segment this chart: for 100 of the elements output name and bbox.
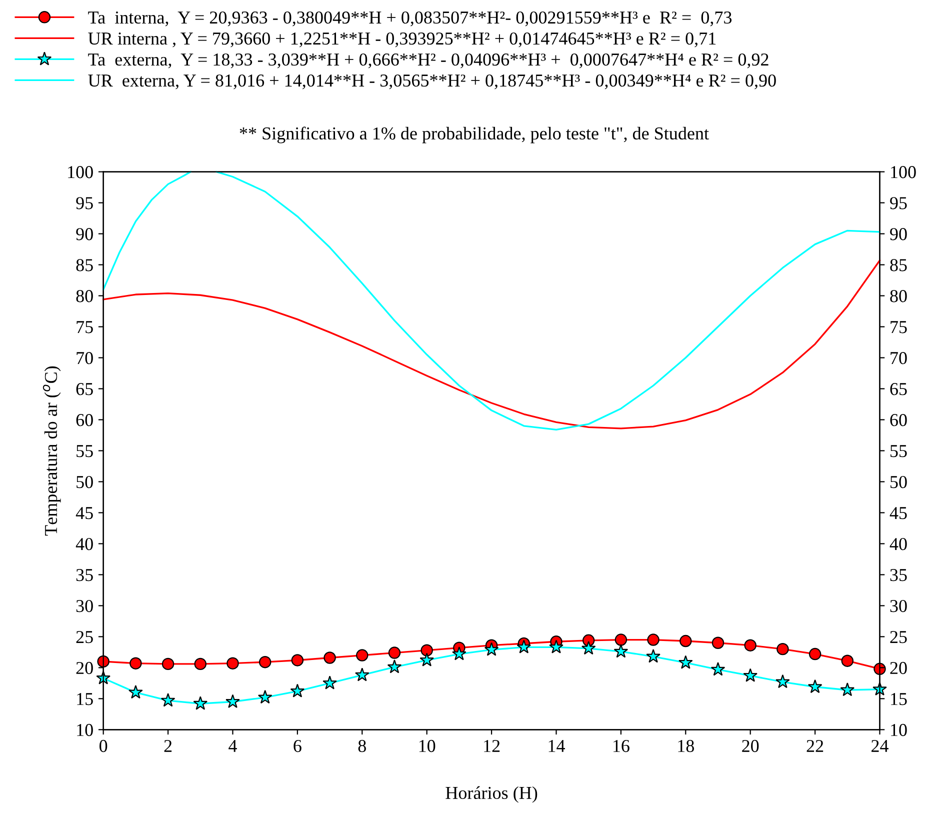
y-tick-label: 85	[76, 259, 93, 272]
point	[258, 656, 272, 668]
x-tick-label: 18	[678, 740, 694, 752]
point	[516, 640, 532, 654]
point	[420, 652, 434, 666]
point	[258, 690, 272, 704]
x-tick-label: 12	[484, 740, 500, 752]
point	[680, 634, 692, 648]
point	[322, 676, 337, 690]
y-tick-label: 75	[76, 321, 93, 334]
y-tick-label: 70	[76, 352, 93, 364]
y2-tick-label: 70	[890, 352, 907, 364]
legend-label: Ta interna, Y = 20,9363 - 0,380049**H + 0,083507**H²- 0,00291559**H³ e R² = 0,73	[88, 11, 732, 26]
point	[710, 662, 726, 676]
point	[647, 634, 660, 646]
point	[291, 654, 304, 666]
point	[678, 655, 693, 669]
y2-tick-label: 60	[890, 414, 907, 426]
point	[130, 657, 142, 670]
y-axis-title: Temperatura do ar ($^{o}$C)	[42, 366, 61, 536]
point	[808, 648, 822, 660]
x-tick-label: 16	[614, 740, 630, 752]
point	[712, 636, 724, 649]
point	[549, 640, 564, 654]
x-tick-label: 24	[872, 740, 888, 752]
y2-tick-label: 15	[891, 693, 907, 706]
point	[420, 644, 433, 656]
y2-tick-label: 75	[890, 321, 907, 334]
point	[226, 694, 240, 708]
legend-label: Ta externa, Y = 18,33 - 3,039**H + 0,666**H² - 0,04096**H³ + 0,0007647**H⁴ e R² = 0,92	[88, 53, 768, 68]
y2-tick-label: 25	[890, 630, 907, 644]
y-tick-label: 10	[77, 724, 93, 736]
point	[614, 644, 628, 658]
x-tick-label: 10	[419, 740, 436, 752]
point	[162, 658, 174, 670]
y2-tick-label: 90	[890, 228, 907, 240]
point	[840, 682, 855, 696]
point	[776, 642, 789, 656]
y-tick-label: 100	[68, 166, 93, 178]
x-axis-title: Horários (H)	[446, 786, 538, 803]
y-tick-label: 55	[76, 445, 93, 458]
y-tick-label: 40	[76, 538, 93, 550]
x-tick-label: 22	[806, 740, 824, 752]
x-tick-label: 2	[164, 740, 172, 752]
point	[354, 668, 370, 682]
point	[324, 652, 336, 664]
point	[452, 646, 466, 660]
point	[128, 684, 143, 699]
point	[97, 655, 110, 668]
y2-tick-label: 10	[891, 724, 907, 736]
y2-tick-label: 40	[890, 538, 907, 550]
y2-tick-label: 30	[890, 600, 907, 612]
point	[387, 660, 402, 674]
y-tick-label: 80	[76, 290, 93, 302]
point	[581, 640, 596, 655]
y-tick-label: 30	[76, 600, 93, 612]
point	[194, 658, 206, 670]
point	[744, 639, 756, 652]
y-tick-label: 45	[76, 507, 93, 520]
point	[226, 657, 239, 670]
y-tick-label: 60	[76, 414, 93, 426]
point	[743, 668, 758, 682]
y-tick-label: 15	[77, 693, 93, 706]
y-tick-label: 25	[76, 630, 93, 644]
point	[193, 696, 208, 710]
y-tick-label: 90	[76, 228, 93, 240]
point	[646, 649, 660, 663]
y2-tick-label: 20	[890, 662, 907, 674]
line-series	[102, 260, 881, 430]
y-tick-label: 20	[76, 662, 93, 674]
point	[356, 649, 368, 662]
y2-tick-label: 65	[890, 383, 907, 396]
legend-label: UR interna , Y = 79,3660 + 1,2251**H - 0,393925**H² + 0,01474645**H³ e R² = 0,71	[88, 32, 716, 48]
y2-tick-label: 50	[890, 476, 907, 488]
y2-tick-label: 45	[890, 507, 907, 520]
x-tick-label: 4	[228, 740, 237, 752]
legend-label: UR externa, Y = 81,016 + 14,014**H - 3,0565**H² + 0,18745**H³ - 0,00349**H⁴ e R² = 0,90	[88, 74, 776, 90]
y-tick-label: 35	[76, 569, 93, 582]
x-tick-label: 6	[294, 740, 302, 752]
y2-tick-label: 95	[890, 197, 907, 210]
x-tick-label: 8	[358, 740, 366, 752]
y-tick-label: 65	[76, 383, 93, 396]
x-tick-label: 14	[548, 740, 565, 752]
point	[808, 679, 822, 694]
point	[160, 693, 176, 707]
point	[290, 684, 305, 698]
point	[388, 646, 401, 659]
y-tick-label: 95	[76, 197, 93, 210]
y2-tick-label: 100	[891, 166, 916, 178]
point	[841, 654, 854, 667]
text: ** Significativo a 1% de probabilidade, pelo teste "t", de Student	[240, 126, 709, 144]
y2-tick-label: 35	[890, 569, 907, 582]
y2-tick-label: 85	[890, 259, 907, 272]
point	[776, 674, 790, 688]
point	[614, 634, 628, 646]
x-tick-label: 20	[742, 740, 759, 752]
x-tick-label: 0	[100, 740, 108, 752]
y2-tick-label: 80	[890, 290, 907, 302]
point	[484, 642, 499, 656]
y-tick-label: 50	[76, 476, 93, 488]
